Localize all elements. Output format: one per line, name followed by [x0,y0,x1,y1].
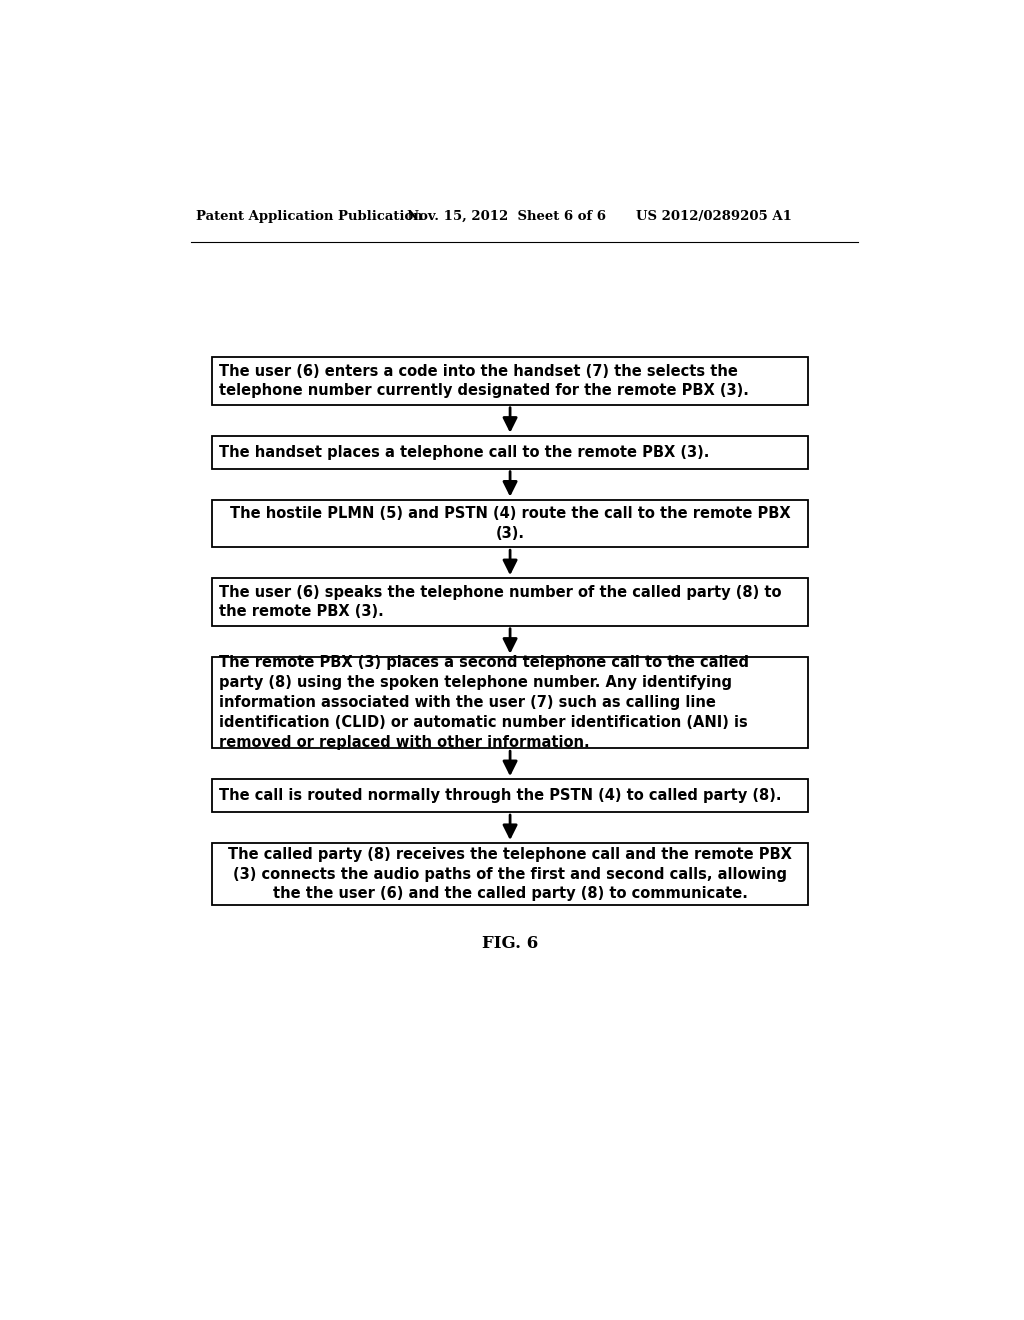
Bar [212,358,809,405]
Bar [212,499,809,548]
Bar [212,578,809,626]
Text: The hostile PLMN (5) and PSTN (4) route the call to the remote PBX
(3).: The hostile PLMN (5) and PSTN (4) route … [229,506,791,541]
Text: The handset places a telephone call to the remote PBX (3).: The handset places a telephone call to t… [219,445,710,459]
Text: The remote PBX (3) places a second telephone call to the called
party (8) using : The remote PBX (3) places a second telep… [219,655,750,750]
Bar [212,779,809,812]
Text: Nov. 15, 2012  Sheet 6 of 6: Nov. 15, 2012 Sheet 6 of 6 [407,210,606,223]
Text: The user (6) speaks the telephone number of the called party (8) to
the remote P: The user (6) speaks the telephone number… [219,585,782,619]
Bar [212,436,809,469]
Text: FIG. 6: FIG. 6 [482,936,539,952]
Text: The call is routed normally through the PSTN (4) to called party (8).: The call is routed normally through the … [219,788,782,803]
Bar [212,656,809,748]
Text: The called party (8) receives the telephone call and the remote PBX
(3) connects: The called party (8) receives the teleph… [228,847,792,902]
Text: Patent Application Publication: Patent Application Publication [197,210,423,223]
Text: The user (6) enters a code into the handset (7) the selects the
telephone number: The user (6) enters a code into the hand… [219,363,750,399]
Text: US 2012/0289205 A1: US 2012/0289205 A1 [636,210,792,223]
Bar [212,843,809,906]
